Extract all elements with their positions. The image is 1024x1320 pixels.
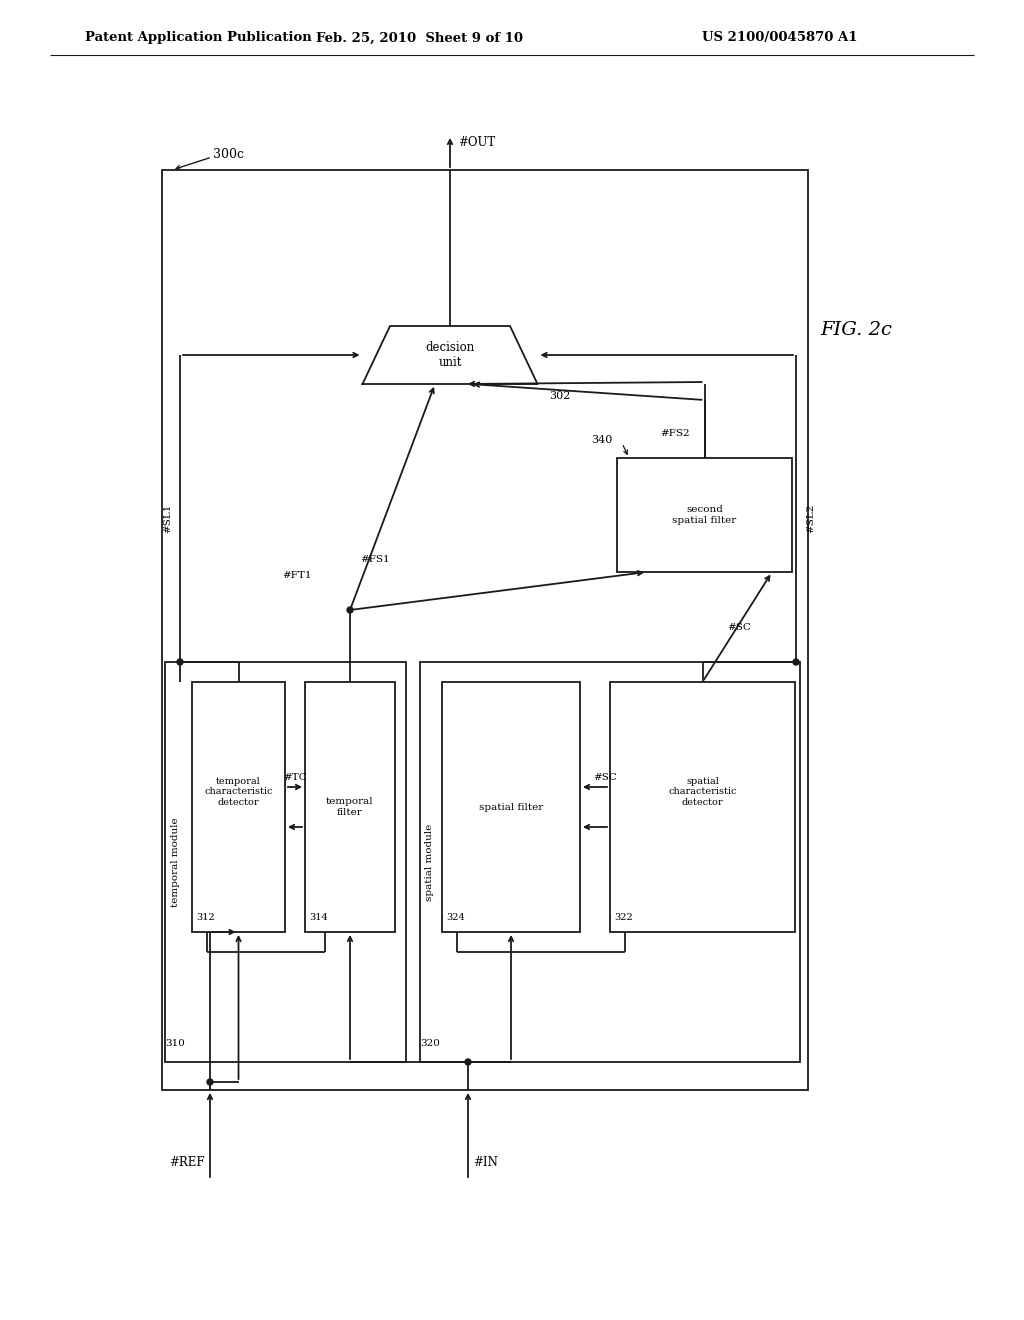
Text: 312: 312	[196, 913, 215, 923]
Circle shape	[177, 659, 183, 665]
Circle shape	[793, 659, 799, 665]
Text: #TC: #TC	[283, 772, 307, 781]
Text: 314: 314	[309, 913, 328, 923]
Text: 300c: 300c	[213, 149, 244, 161]
Bar	[610, 682, 795, 932]
Text: #FS2: #FS2	[659, 429, 689, 437]
Text: Feb. 25, 2010  Sheet 9 of 10: Feb. 25, 2010 Sheet 9 of 10	[316, 32, 523, 45]
Text: #FT1: #FT1	[283, 570, 312, 579]
Bar	[617, 458, 792, 572]
Text: spatial filter: spatial filter	[479, 803, 543, 812]
Text: #SL2: #SL2	[807, 504, 815, 533]
Bar	[420, 663, 800, 1063]
Text: 310: 310	[165, 1040, 185, 1048]
Bar	[193, 682, 285, 932]
Bar	[305, 682, 395, 932]
Text: 302: 302	[550, 391, 570, 401]
Circle shape	[465, 1059, 471, 1065]
Circle shape	[207, 1078, 213, 1085]
Text: #SC: #SC	[593, 772, 616, 781]
Text: second
spatial filter: second spatial filter	[673, 506, 736, 525]
Text: spatial module: spatial module	[426, 824, 434, 900]
Bar	[442, 682, 580, 932]
Text: 322: 322	[614, 913, 633, 923]
Text: FIG. 2c: FIG. 2c	[820, 321, 892, 339]
Text: #IN: #IN	[473, 1155, 498, 1168]
Bar	[162, 170, 808, 1090]
Text: 320: 320	[420, 1040, 440, 1048]
Text: #REF: #REF	[169, 1155, 205, 1168]
Text: #FS1: #FS1	[360, 556, 389, 565]
Text: #OUT: #OUT	[458, 136, 496, 149]
Circle shape	[347, 607, 353, 612]
Text: #SC: #SC	[727, 623, 752, 631]
Text: Patent Application Publication: Patent Application Publication	[85, 32, 311, 45]
Text: temporal module: temporal module	[171, 817, 179, 907]
Text: 324: 324	[446, 913, 465, 923]
Text: US 2100/0045870 A1: US 2100/0045870 A1	[702, 32, 858, 45]
Text: #SL1: #SL1	[164, 504, 172, 533]
Text: decision
unit: decision unit	[425, 341, 475, 370]
Text: 340: 340	[591, 436, 612, 445]
Text: temporal
filter: temporal filter	[327, 797, 374, 817]
Bar	[165, 663, 406, 1063]
Text: temporal
characteristic
detector: temporal characteristic detector	[204, 777, 272, 807]
Text: spatial
characteristic
detector: spatial characteristic detector	[669, 777, 736, 807]
